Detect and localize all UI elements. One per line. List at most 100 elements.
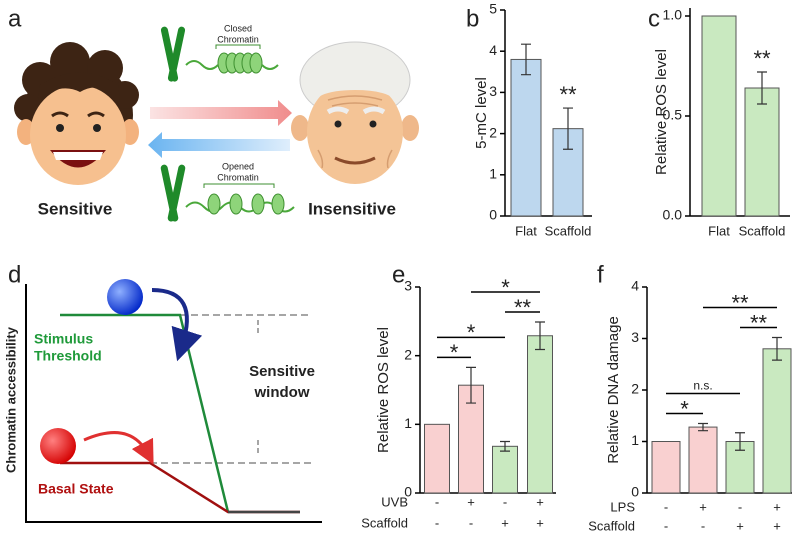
panel-label: a bbox=[8, 5, 22, 32]
row-label: Scaffold bbox=[588, 518, 635, 533]
panel-label: c bbox=[648, 5, 660, 32]
bar bbox=[651, 441, 681, 494]
bar bbox=[492, 445, 518, 494]
error-bar bbox=[735, 432, 745, 451]
comparison-label: * bbox=[450, 340, 459, 365]
error-bar bbox=[772, 336, 782, 361]
opened-label: Opened bbox=[222, 161, 254, 171]
row-value: - bbox=[664, 499, 668, 514]
y-tick-label: 2 bbox=[631, 381, 639, 397]
red-ball bbox=[40, 428, 76, 464]
error-bar bbox=[500, 440, 510, 452]
threshold-label: Stimulus bbox=[34, 331, 93, 347]
y-tick-label: 2 bbox=[404, 346, 412, 362]
bar bbox=[424, 423, 450, 494]
young-face bbox=[14, 42, 139, 185]
error-bar bbox=[521, 43, 531, 76]
row-value: - bbox=[435, 515, 439, 530]
row-value: + bbox=[736, 518, 744, 533]
rejuvenation-arrow bbox=[148, 132, 290, 158]
y-axis-label: Relative DNA damage bbox=[605, 316, 622, 464]
comparison-label: n.s. bbox=[693, 379, 712, 393]
error-bar bbox=[563, 107, 573, 150]
window-label: window bbox=[254, 384, 310, 401]
panel-label: d bbox=[8, 261, 21, 288]
row-value: + bbox=[773, 518, 781, 533]
x-tick-label: Flat bbox=[708, 223, 730, 238]
threshold-line bbox=[60, 313, 230, 513]
y-tick-label: 1 bbox=[404, 415, 412, 431]
significance: ** bbox=[559, 82, 577, 107]
basal-label: Basal State bbox=[38, 481, 114, 497]
chromosome bbox=[160, 26, 186, 222]
row-label: LPS bbox=[610, 499, 635, 514]
comparison-label: * bbox=[467, 320, 476, 345]
bar bbox=[688, 426, 718, 494]
insensitive-label: Insensitive bbox=[308, 199, 396, 218]
row-value: + bbox=[773, 499, 781, 514]
comparison-label: ** bbox=[514, 295, 532, 320]
y-tick-label: 1 bbox=[489, 166, 497, 182]
y-axis-label: Relative ROS level bbox=[653, 49, 670, 175]
y-tick-label: 4 bbox=[631, 278, 639, 294]
y-tick-label: 0.0 bbox=[663, 207, 683, 223]
panel-label: e bbox=[392, 261, 405, 288]
panel-label: f bbox=[597, 261, 604, 288]
row-value: + bbox=[536, 494, 544, 509]
row-label: Scaffold bbox=[361, 515, 408, 530]
blue-ball bbox=[107, 279, 143, 315]
y-tick-label: 0.5 bbox=[663, 107, 683, 123]
closed-chromatin bbox=[185, 44, 279, 74]
x-tick-label: Scaffold bbox=[545, 223, 592, 238]
bar bbox=[725, 441, 755, 494]
panel-label: b bbox=[466, 5, 479, 32]
row-label: UVB bbox=[381, 494, 408, 509]
y-tick-label: 5 bbox=[489, 1, 497, 17]
row-value: - bbox=[503, 494, 507, 509]
y-tick-label: 0 bbox=[489, 207, 497, 223]
row-value: + bbox=[501, 515, 509, 530]
bar bbox=[527, 335, 553, 494]
window-label: Sensitive bbox=[249, 363, 315, 380]
y-tick-label: 1 bbox=[631, 432, 639, 448]
y-tick-label: 3 bbox=[404, 278, 412, 294]
comparison-label: ** bbox=[750, 310, 768, 335]
row-value: - bbox=[435, 494, 439, 509]
y-tick-label: 0 bbox=[631, 484, 639, 500]
bar bbox=[701, 15, 737, 217]
blue-arrow bbox=[151, 288, 203, 362]
significance: ** bbox=[753, 46, 771, 71]
y-tick-label: 2 bbox=[489, 124, 497, 140]
row-value: + bbox=[467, 494, 475, 509]
opened-label: Chromatin bbox=[217, 172, 259, 182]
opened-chromatin bbox=[185, 183, 295, 215]
y-tick-label: 4 bbox=[489, 42, 497, 58]
comparison-label: * bbox=[680, 396, 689, 421]
red-arrow bbox=[83, 431, 154, 465]
aging-arrow bbox=[150, 100, 292, 126]
error-bar bbox=[466, 366, 476, 404]
comparison-label: * bbox=[501, 275, 510, 300]
error-bar bbox=[535, 321, 545, 351]
y-axis-label: 5-mC level bbox=[473, 77, 490, 149]
row-value: + bbox=[536, 515, 544, 530]
row-value: - bbox=[701, 518, 705, 533]
sensitive-label: Sensitive bbox=[38, 199, 113, 218]
x-tick-label: Flat bbox=[515, 223, 537, 238]
error-bar bbox=[757, 71, 767, 105]
old-face bbox=[291, 41, 419, 184]
row-value: - bbox=[738, 499, 742, 514]
bar bbox=[510, 58, 542, 217]
closed-label: Chromatin bbox=[217, 34, 259, 44]
y-axis-label: Relative ROS level bbox=[375, 327, 392, 453]
error-bar bbox=[698, 422, 708, 432]
row-value: - bbox=[469, 515, 473, 530]
comparison-label: ** bbox=[731, 290, 749, 315]
y-tick-label: 3 bbox=[631, 329, 639, 345]
x-tick-label: Scaffold bbox=[739, 223, 786, 238]
row-value: + bbox=[699, 499, 707, 514]
y-axis-label: Chromatin accessibility bbox=[3, 326, 18, 473]
axes bbox=[25, 284, 322, 523]
